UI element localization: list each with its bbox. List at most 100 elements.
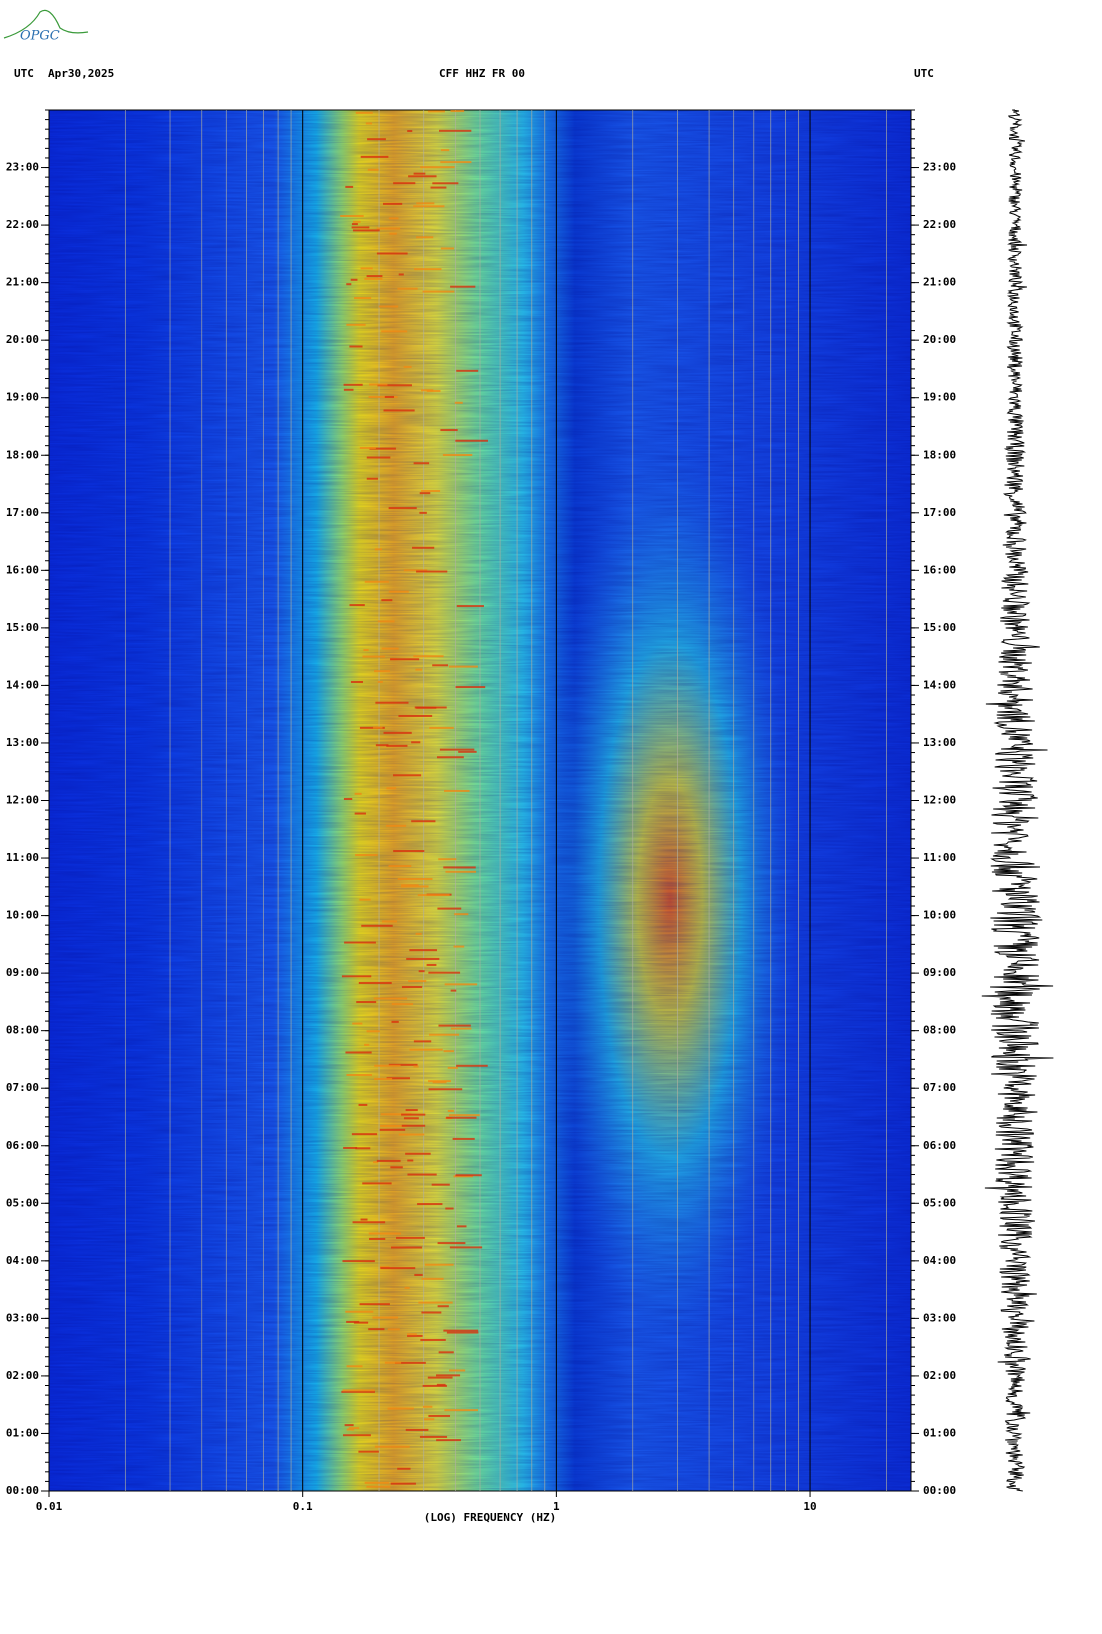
streak bbox=[456, 1225, 467, 1228]
streak bbox=[346, 1074, 372, 1077]
y-tick-label: 07:00 bbox=[6, 1081, 39, 1094]
streak bbox=[343, 1146, 358, 1149]
streak bbox=[390, 1246, 422, 1249]
logo-mark bbox=[3, 9, 89, 39]
streak bbox=[422, 1405, 433, 1408]
streak bbox=[349, 604, 365, 607]
streak bbox=[359, 898, 371, 901]
streak bbox=[360, 267, 373, 270]
streak bbox=[378, 305, 399, 308]
y-tick-label: 20:00 bbox=[923, 333, 956, 346]
streak bbox=[352, 220, 361, 223]
streak bbox=[376, 227, 401, 230]
streak bbox=[428, 1080, 451, 1083]
streak bbox=[350, 278, 358, 281]
streak bbox=[393, 774, 422, 777]
streak bbox=[344, 941, 376, 944]
streak bbox=[427, 110, 445, 113]
streak bbox=[450, 285, 476, 288]
y-tick-label: 14:00 bbox=[923, 678, 956, 691]
streak bbox=[447, 1109, 454, 1112]
y-tick-label: 12:00 bbox=[923, 794, 956, 807]
streak bbox=[404, 1286, 410, 1289]
streak bbox=[450, 1027, 472, 1030]
streak bbox=[450, 989, 457, 992]
y-tick-label: 10:00 bbox=[923, 909, 956, 922]
streak bbox=[454, 401, 463, 404]
streak bbox=[380, 1113, 412, 1116]
y-tick-label: 13:00 bbox=[6, 736, 39, 749]
streak bbox=[355, 1147, 371, 1150]
y-tick-label: 04:00 bbox=[923, 1254, 956, 1267]
streak bbox=[445, 1207, 454, 1210]
streak bbox=[455, 1174, 482, 1177]
streak bbox=[437, 1305, 449, 1308]
streak bbox=[345, 1051, 372, 1054]
streak bbox=[413, 462, 430, 465]
streak bbox=[413, 655, 444, 658]
x-axis-label: (LOG) FREQUENCY (HZ) bbox=[424, 1511, 556, 1524]
streak bbox=[405, 1152, 431, 1155]
y-tick-label: 02:00 bbox=[923, 1369, 956, 1382]
streak bbox=[453, 1175, 473, 1178]
streak bbox=[359, 726, 385, 729]
streak bbox=[408, 175, 437, 178]
streak bbox=[448, 665, 478, 668]
streak bbox=[352, 1022, 363, 1025]
streak bbox=[446, 1116, 477, 1119]
y-tick-label: 06:00 bbox=[923, 1139, 956, 1152]
streak bbox=[436, 1439, 461, 1442]
streak bbox=[419, 1435, 448, 1438]
streak bbox=[408, 980, 427, 983]
streak bbox=[359, 1303, 390, 1306]
streak bbox=[456, 605, 484, 608]
streak bbox=[388, 1063, 418, 1066]
streak bbox=[364, 580, 389, 583]
streak bbox=[376, 1159, 401, 1162]
y-tick-label: 21:00 bbox=[6, 276, 39, 289]
streak bbox=[407, 1333, 417, 1336]
streak bbox=[455, 439, 488, 442]
streak bbox=[444, 983, 478, 986]
streak bbox=[438, 858, 457, 861]
streak bbox=[420, 166, 455, 169]
streak bbox=[403, 1117, 419, 1120]
streak bbox=[345, 185, 354, 188]
streak bbox=[413, 1040, 432, 1043]
streak bbox=[412, 546, 435, 549]
streak bbox=[422, 1384, 447, 1387]
streak bbox=[420, 1338, 446, 1341]
streak bbox=[443, 1050, 454, 1053]
streak bbox=[368, 395, 398, 398]
streak bbox=[403, 365, 412, 368]
streak bbox=[382, 920, 397, 923]
streak bbox=[367, 138, 386, 141]
streak bbox=[390, 1482, 416, 1485]
y-tick-label: 22:00 bbox=[923, 218, 956, 231]
streak bbox=[355, 854, 378, 857]
streak bbox=[401, 1124, 426, 1127]
streak bbox=[413, 1065, 419, 1068]
streak bbox=[348, 1427, 360, 1430]
streak bbox=[393, 850, 425, 853]
streak bbox=[353, 1321, 369, 1324]
y-tick-label: 14:00 bbox=[6, 678, 39, 691]
streak bbox=[391, 1020, 399, 1023]
streak bbox=[413, 205, 445, 208]
streak bbox=[431, 1183, 450, 1186]
streak bbox=[409, 1048, 443, 1051]
streak bbox=[386, 824, 407, 827]
y-tick-label: 00:00 bbox=[923, 1484, 956, 1497]
streak bbox=[391, 1003, 414, 1006]
streak bbox=[411, 741, 421, 744]
streak bbox=[406, 957, 440, 960]
y-tick-label: 22:00 bbox=[6, 218, 39, 231]
streak bbox=[342, 1260, 375, 1263]
streak bbox=[366, 275, 383, 278]
streak bbox=[341, 975, 372, 978]
y-tick-label: 04:00 bbox=[6, 1254, 39, 1267]
y-tick-label: 02:00 bbox=[6, 1369, 39, 1382]
streak bbox=[354, 792, 362, 795]
streak bbox=[443, 866, 476, 869]
